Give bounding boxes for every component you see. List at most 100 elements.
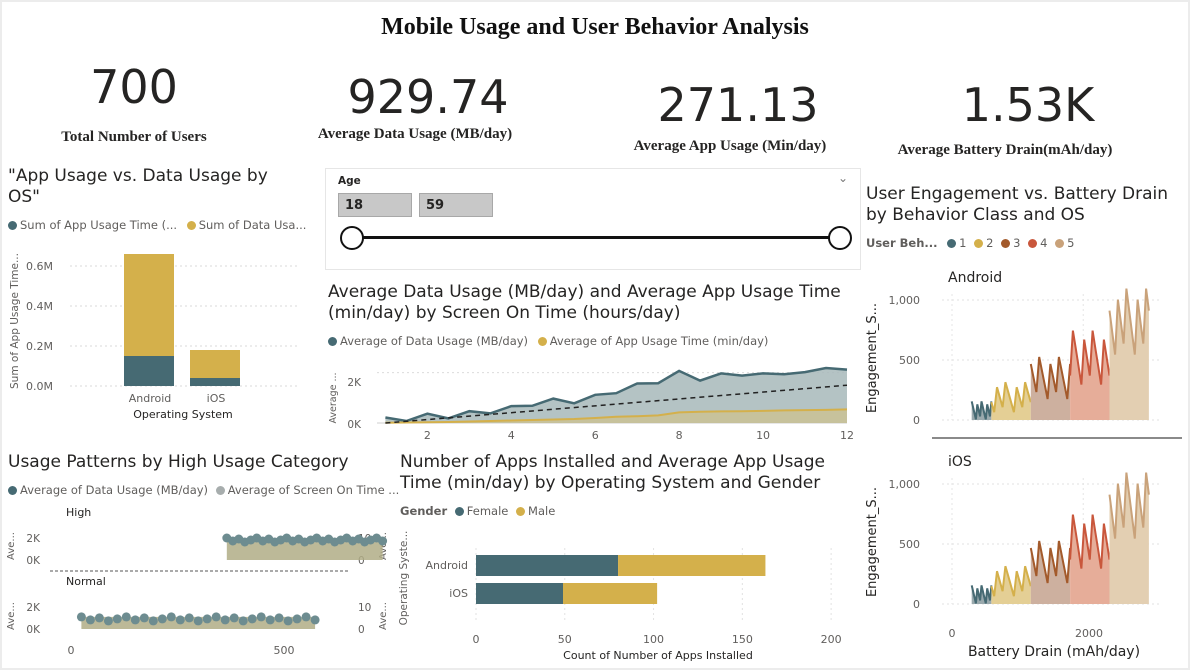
chart4-normal-data-point[interactable] — [256, 612, 266, 622]
chart1-legend-data: Sum of Data Usa... — [198, 218, 307, 232]
chart3-android-line-class1 — [970, 401, 993, 420]
chart2-legend-data: Average of Data Usage (MB/day) — [340, 334, 529, 348]
kpi-battery-label: Average Battery Drain(mAh/day) — [897, 142, 1113, 158]
chart5-xtick: 100 — [643, 633, 664, 646]
chart5-bar-female[interactable] — [476, 583, 564, 604]
chart2-data-area — [385, 368, 847, 423]
chart4-panel-high: High — [66, 506, 91, 519]
legend-dot-class5 — [1055, 239, 1065, 248]
chart4-normal-data-point[interactable] — [202, 614, 212, 624]
chart5-bar-male[interactable] — [618, 555, 766, 576]
chart3-ios-area-class2[interactable] — [991, 566, 1031, 604]
age-slicer[interactable]: Age ⌄ 18 59 — [325, 168, 861, 270]
chart3-ios-ytick: 500 — [899, 538, 920, 551]
chart4-normal-data-point[interactable] — [265, 615, 275, 625]
chart4-normal-data-point[interactable] — [229, 613, 239, 623]
chart1-tick-android: Android — [129, 392, 172, 405]
legend-dot-app-usage — [8, 221, 17, 230]
slicer-max-input[interactable]: 59 — [419, 193, 493, 217]
slicer-min-input[interactable]: 18 — [338, 193, 412, 217]
chart3-xtick-0: 0 — [949, 627, 956, 640]
chart3-android-area-class4[interactable] — [1070, 330, 1110, 420]
chart3-ios-area-class4[interactable] — [1070, 514, 1110, 604]
chart5-legend-male: Male — [528, 504, 556, 518]
chart1-ytick: 0.4M — [26, 300, 53, 313]
chart4-normal-data-point[interactable] — [184, 613, 194, 623]
chart4-normal-data-point[interactable] — [112, 614, 122, 624]
chevron-down-icon[interactable]: ⌄ — [837, 171, 848, 185]
chart4-normal-data-point[interactable] — [103, 616, 113, 626]
chart4-normal-data-point[interactable] — [211, 612, 221, 622]
chart1-title-line1: "App Usage vs. Data Usage by — [8, 166, 268, 186]
chart3-android-line-class3 — [1029, 356, 1072, 400]
kpi-battery-value: 1.53K — [961, 78, 1095, 132]
chart2-xtick: 2 — [424, 429, 431, 442]
chart4-normal-data-point[interactable] — [130, 615, 140, 625]
legend-dot-class1 — [947, 239, 957, 248]
chart5-legend[interactable]: Gender Female Male — [400, 504, 555, 518]
chart1-bar-data-usage[interactable] — [124, 254, 174, 356]
chart1-legend[interactable]: Sum of App Usage Time (... Sum of Data U… — [8, 218, 306, 232]
chart3-legend-2: 2 — [986, 236, 994, 250]
chart1-plot: Sum of App Usage Time... 0.6M 0.4M 0.2M 0.0… — [9, 253, 300, 421]
chart3-panel-ios: iOS — [948, 454, 972, 470]
chart4-normal-data-point[interactable] — [193, 616, 203, 626]
chart3-ios-area-class3[interactable] — [1030, 541, 1071, 604]
chart4-y-left-label-normal: Ave... — [6, 602, 17, 630]
chart3-ios-ytick: 0 — [913, 598, 920, 611]
chart5-bar-female[interactable] — [476, 555, 619, 576]
chart4-normal-data-point[interactable] — [139, 613, 149, 623]
chart3-title: User Engagement vs. Battery Drain by Beh… — [866, 184, 1186, 226]
chart4-normal-data-point[interactable] — [148, 616, 158, 626]
chart4-normal-data-point[interactable] — [157, 614, 167, 624]
chart4-normal-data-point[interactable] — [274, 613, 284, 623]
chart3-legend[interactable]: User Beh... 1 2 3 4 5 — [866, 236, 1074, 250]
chart5-xtick: 0 — [473, 633, 480, 646]
chart4-normal-data-point[interactable] — [292, 614, 302, 624]
chart4-normal-data-point[interactable] — [94, 613, 104, 623]
chart3-legend-3: 3 — [1013, 236, 1021, 250]
chart3-android-area-class3[interactable] — [1030, 357, 1071, 420]
chart3-title-line1: User Engagement vs. Battery Drain — [866, 184, 1169, 204]
chart2-plot: Average ... 2K 0K 2 4 6 8 10 12 — [328, 366, 854, 442]
chart4-normal-data-point[interactable] — [301, 612, 311, 622]
chart4-normal-data-point[interactable] — [85, 615, 95, 625]
chart4-normal-data-point[interactable] — [166, 612, 176, 622]
chart1-bar-app-usage[interactable] — [190, 378, 240, 386]
chart3-legend-title: User Beh... — [866, 236, 938, 250]
chart5-y-axis-label: Operating Syste... — [398, 531, 410, 626]
chart3-android-line-class4 — [1069, 330, 1111, 385]
chart3-y-axis-label-ios: Engagement_S... — [865, 487, 880, 597]
chart3-android-area-class2[interactable] — [991, 382, 1031, 420]
kpi-app-usage-value: 271.13 — [657, 78, 819, 132]
chart1-ytick: 0.0M — [26, 380, 53, 393]
chart3-ios-area-class5[interactable] — [1109, 472, 1149, 604]
chart1-bar-data-usage[interactable] — [190, 350, 240, 378]
chart4-normal-data-point[interactable] — [247, 614, 257, 624]
chart4-legend[interactable]: Average of Data Usage (MB/day) Average o… — [8, 483, 399, 497]
chart3-ios-line-class2 — [990, 565, 1032, 597]
chart2-xtick: 6 — [592, 429, 599, 442]
slicer-max-handle[interactable] — [828, 226, 852, 250]
report-title: Mobile Usage and User Behavior Analysis — [381, 14, 809, 40]
chart4-normal-data-point[interactable] — [220, 615, 230, 625]
chart4-normal-data-point[interactable] — [121, 612, 131, 622]
chart5-bar-male[interactable] — [563, 583, 658, 604]
chart3-android-ytick: 1,000 — [889, 294, 921, 307]
chart1-tick-ios: iOS — [207, 392, 226, 405]
chart4-high-data-point[interactable] — [378, 536, 388, 546]
chart2-ytick-0k: 0K — [347, 419, 362, 431]
slicer-label: Age — [338, 175, 361, 187]
chart4-normal-data-point[interactable] — [238, 616, 248, 626]
slicer-track[interactable] — [352, 236, 840, 239]
chart4-rtick-normal-0: 0 — [358, 624, 365, 636]
chart4-normal-data-point[interactable] — [310, 615, 320, 625]
chart4-normal-data-point[interactable] — [76, 612, 86, 622]
slicer-min-handle[interactable] — [340, 226, 364, 250]
chart2-legend[interactable]: Average of Data Usage (MB/day) Average o… — [328, 334, 768, 348]
chart4-normal-data-point[interactable] — [283, 616, 293, 626]
chart1-bar-app-usage[interactable] — [124, 356, 174, 386]
chart4-normal-data-point[interactable] — [175, 615, 185, 625]
chart2-xtick: 4 — [508, 429, 515, 442]
chart3-android-area-class5[interactable] — [1109, 288, 1149, 420]
